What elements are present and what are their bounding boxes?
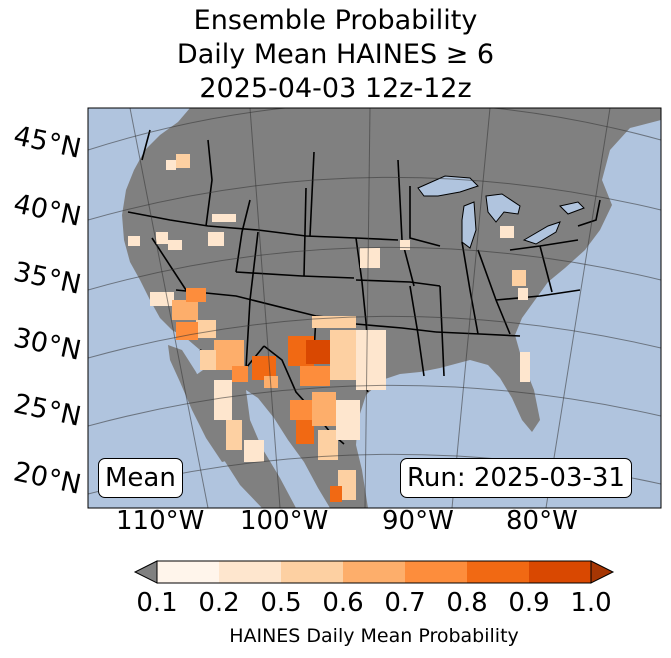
- colorbar-tick: 1.0: [570, 588, 612, 618]
- colorbar-segment: [343, 561, 405, 583]
- lon-label-110: 110°W: [116, 506, 205, 536]
- statistic-box: Mean: [98, 458, 183, 498]
- colorbar-segment: [157, 561, 219, 583]
- colorbar-tick: 0.9: [508, 588, 550, 618]
- run-date-box: Run: 2025-03-31: [400, 458, 632, 498]
- colorbar-tick: 0.6: [322, 588, 364, 618]
- title-line-2: Daily Mean HAINES ≥ 6: [176, 39, 495, 70]
- title-line-3: 2025-04-03 12z-12z: [199, 73, 472, 104]
- map-frame: [87, 107, 662, 509]
- baja-land: [168, 345, 230, 462]
- graticule: [88, 108, 661, 508]
- title-line-1: Ensemble Probability: [193, 5, 478, 36]
- lon-label-80: 80°W: [506, 506, 578, 536]
- colorbar-tick: 0.2: [198, 588, 240, 618]
- lon-label-90: 90°W: [382, 506, 454, 536]
- colorbar-over-arrow: [590, 560, 615, 584]
- probability-shading: [128, 154, 530, 502]
- colorbar-segment: [219, 561, 281, 583]
- colorbar-label: HAINES Daily Mean Probability: [229, 625, 519, 647]
- colorbar-segment: [405, 561, 467, 583]
- colorbar-tick: 0.5: [260, 588, 302, 618]
- colorbar-under-arrow: [133, 560, 158, 584]
- colorbar-tick: 0.8: [446, 588, 488, 618]
- colorbar-segment: [467, 561, 529, 583]
- map-panel: [87, 107, 662, 509]
- colorbar-tick: 0.1: [136, 588, 178, 618]
- great-lakes: [417, 175, 585, 249]
- colorbar-segment: [281, 561, 343, 583]
- colorbar-frame: [156, 560, 592, 584]
- colorbar-tick: 0.7: [384, 588, 426, 618]
- lon-label-100: 100°W: [240, 506, 329, 536]
- colorbar-segment: [529, 561, 591, 583]
